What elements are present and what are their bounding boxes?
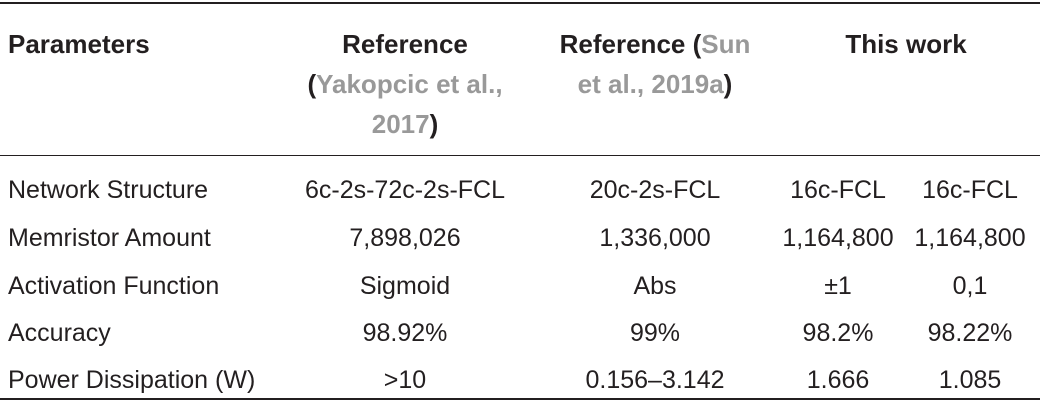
row-param: Network Structure: [8, 176, 209, 204]
table-top-rule: [0, 2, 1040, 4]
header-reference-2: Reference (Sun et al., 2019a): [545, 24, 765, 104]
header-reference-2-label: Reference (: [559, 29, 702, 59]
row-this-work-1: 98.2%: [802, 319, 874, 347]
header-reference-1-open: (: [307, 69, 317, 99]
table-bottom-rule: [0, 398, 1040, 400]
row-param: Memristor Amount: [8, 224, 211, 252]
header-reference-1: Reference (Yakopcic et al., 2017): [280, 24, 530, 144]
row-this-work-1: ±1: [824, 272, 852, 300]
row-param: Activation Function: [8, 272, 220, 300]
row-ref1: Sigmoid: [359, 272, 451, 300]
citation-link-yakopcic[interactable]: Yakopcic et al., 2017: [316, 69, 503, 139]
row-this-work-1: 16c-FCL: [790, 176, 886, 204]
row-ref2: 0.156–3.142: [585, 366, 725, 394]
header-reference-1-label: Reference: [342, 29, 468, 59]
row-ref1: 7,898,026: [349, 224, 461, 252]
row-param: Power Dissipation (W): [8, 366, 256, 394]
row-ref2: 99%: [629, 319, 681, 347]
row-this-work-2: 16c-FCL: [922, 176, 1018, 204]
row-ref1: 98.92%: [362, 319, 448, 347]
row-this-work-2: 1.085: [938, 366, 1002, 394]
row-this-work-1: 1.666: [806, 366, 870, 394]
table-header-rule: [0, 155, 1040, 156]
row-param: Accuracy: [8, 319, 111, 347]
row-this-work-1: 1,164,800: [782, 224, 894, 252]
row-ref2: Abs: [633, 272, 677, 300]
row-ref1: 6c-2s-72c-2s-FCL: [304, 176, 506, 204]
row-ref2: 20c-2s-FCL: [589, 176, 721, 204]
header-reference-2-close: ): [723, 69, 733, 99]
citation-link-sun[interactable]: Sun et al., 2019a: [577, 29, 751, 99]
header-parameters: Parameters: [8, 29, 150, 59]
header-this-work: This work: [845, 29, 967, 59]
row-this-work-2: 98.22%: [927, 319, 1013, 347]
row-this-work-2: 0,1: [952, 272, 988, 300]
row-ref2: 1,336,000: [599, 224, 711, 252]
row-this-work-2: 1,164,800: [914, 224, 1026, 252]
header-reference-1-close: ): [429, 109, 439, 139]
row-ref1: >10: [383, 366, 427, 394]
